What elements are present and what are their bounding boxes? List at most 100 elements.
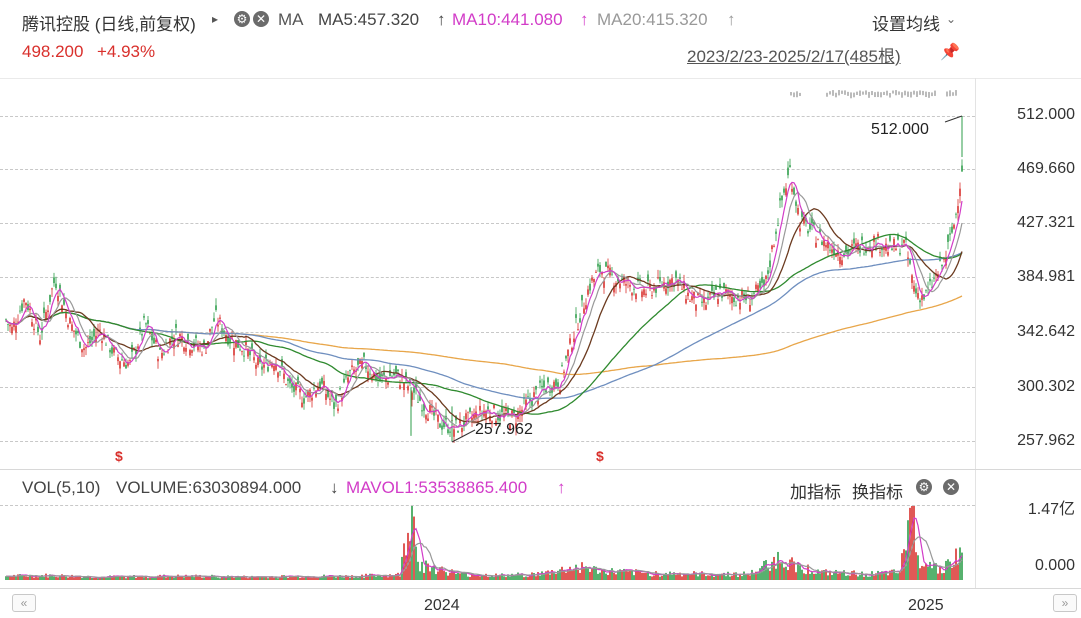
volume-bar — [483, 575, 485, 580]
stock-title[interactable]: 腾讯控股 (日线,前复权) — [22, 15, 196, 34]
candle-body — [545, 390, 547, 393]
volume-bar — [749, 575, 751, 580]
volume-bar — [481, 575, 483, 580]
volume-bar — [47, 577, 49, 580]
volume-bar — [237, 575, 239, 580]
volume-bar — [187, 575, 189, 580]
volume-bar — [73, 577, 75, 580]
candle-body — [383, 372, 385, 376]
volume-indicator-label: VOL(5,10) — [22, 478, 101, 497]
event-marker-icon[interactable]: $ — [115, 448, 123, 464]
volume-bar — [125, 578, 127, 580]
candle-body — [957, 206, 959, 214]
candle-body — [197, 346, 199, 351]
candle-body — [153, 337, 155, 344]
ma-label: MA — [278, 10, 304, 29]
price-chart[interactable] — [0, 78, 975, 468]
volume-bar — [269, 576, 271, 580]
volume-bar — [185, 574, 187, 580]
volume-bar — [235, 577, 237, 580]
candle-body — [209, 328, 211, 332]
close-icon[interactable]: ✕ — [943, 479, 959, 495]
gear-icon[interactable]: ⚙ — [234, 11, 250, 27]
volume-bar — [325, 576, 327, 580]
volume-bar — [845, 575, 847, 580]
title-expand-icon[interactable]: ▸ — [212, 12, 219, 26]
volume-bar — [683, 574, 685, 580]
scroll-right-button[interactable]: » — [1053, 594, 1077, 612]
volume-bar — [933, 563, 935, 580]
candle-body — [405, 372, 407, 378]
volume-bar — [29, 574, 31, 580]
volume-bar — [31, 576, 33, 580]
candle-body — [387, 382, 389, 385]
candle-body — [177, 343, 179, 347]
candle-body — [849, 250, 851, 252]
volume-bar — [663, 574, 665, 580]
mini-strip-mark — [856, 91, 858, 96]
volume-bar — [49, 574, 51, 580]
candle-body — [179, 334, 181, 337]
candle-body — [867, 247, 869, 249]
close-icon[interactable]: ✕ — [253, 11, 269, 27]
candle-body — [275, 363, 277, 370]
mini-strip-mark — [865, 90, 867, 95]
volume-bar — [701, 571, 703, 580]
gear-icon[interactable]: ⚙ — [916, 479, 932, 495]
volume-bar — [369, 573, 371, 580]
candle-body — [557, 382, 559, 388]
volume-bar — [81, 578, 83, 580]
volume-bar — [665, 572, 667, 580]
candle-body — [223, 330, 225, 333]
candle-body — [881, 246, 883, 251]
switch-indicator-button[interactable]: 换指标 — [852, 483, 903, 502]
candle-body — [99, 329, 101, 331]
volume-bar — [475, 575, 477, 580]
volume-bar — [103, 576, 105, 580]
scroll-left-button[interactable]: « — [12, 594, 36, 612]
candle-body — [5, 319, 7, 321]
volume-bar — [857, 576, 859, 580]
volume-bar — [477, 575, 479, 580]
y-tick-label: 512.000 — [1017, 106, 1075, 123]
volume-bar — [537, 572, 539, 580]
candle-body — [569, 338, 571, 344]
add-indicator-button[interactable]: 加指标 — [790, 483, 841, 502]
volume-bar — [389, 574, 391, 580]
volume-bar — [417, 561, 419, 580]
candle-body — [135, 350, 137, 355]
volume-bar — [925, 563, 927, 580]
candle-body — [349, 370, 351, 372]
volume-bar — [843, 570, 845, 580]
candle-body — [29, 308, 31, 311]
volume-bar — [601, 569, 603, 580]
volume-bar — [799, 565, 801, 580]
volume-bar — [867, 576, 869, 580]
candle-body — [823, 240, 825, 247]
candle-body — [159, 347, 161, 350]
volume-bar — [553, 573, 555, 580]
volume-bar — [715, 574, 717, 580]
candle-body — [623, 276, 625, 283]
volume-chart[interactable] — [0, 500, 975, 582]
ma-settings-button[interactable]: 设置均线 — [872, 15, 940, 34]
event-marker-icon[interactable]: $ — [596, 448, 604, 464]
volume-bar — [917, 555, 919, 580]
pin-icon[interactable]: 📌 — [940, 44, 960, 61]
candle-body — [287, 378, 289, 382]
volume-bar — [875, 573, 877, 580]
chevron-down-icon[interactable]: ⌄ — [946, 12, 957, 26]
candle-body — [889, 235, 891, 241]
volume-bar — [283, 575, 285, 580]
mini-strip-mark — [910, 91, 912, 98]
volume-bar — [87, 575, 89, 580]
volume-bar — [941, 573, 943, 580]
candle-body — [739, 302, 741, 310]
candle-body — [713, 291, 715, 296]
volume-bar — [333, 576, 335, 580]
candle-body — [307, 390, 309, 396]
candle-body — [929, 278, 931, 282]
candle-body — [333, 402, 335, 409]
volume-bar — [371, 573, 373, 580]
candle-body — [847, 250, 849, 255]
